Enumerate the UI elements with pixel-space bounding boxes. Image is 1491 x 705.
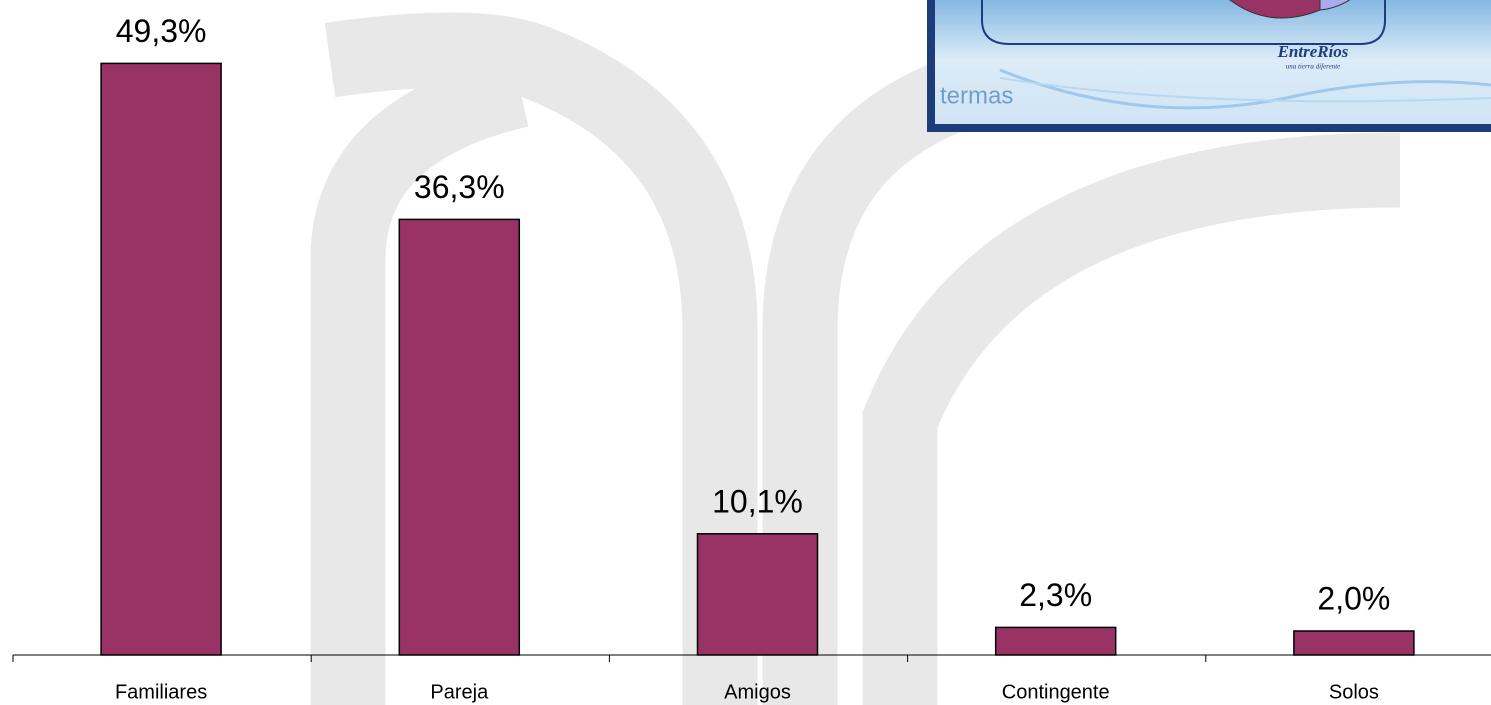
bar [696, 533, 819, 656]
bar [1293, 630, 1415, 656]
value-label: 49,3% [116, 13, 207, 49]
plot: Familiares 49,3% Pareja 36,3% Amigos 10,1% Con… [12, 13, 1415, 703]
value-label: 2,0% [1317, 580, 1390, 616]
value-label: 10,1% [712, 483, 803, 519]
value-label: 36,3% [414, 169, 505, 205]
x-tick-label: Familiares [115, 681, 207, 703]
bar [100, 62, 222, 656]
x-tick-label: Pareja [430, 681, 489, 703]
bar [994, 626, 1117, 656]
x-tick-label: Contingente [1002, 681, 1110, 703]
bar [398, 218, 521, 656]
value-label: 2,3% [1019, 577, 1092, 613]
x-tick-label: Solos [1329, 681, 1379, 703]
x-tick-label: Amigos [724, 681, 791, 703]
logo-brand: EntreRíos [1277, 42, 1349, 61]
logo-panel: EntreRíos una tierra diferente termas [927, 0, 1491, 132]
watermark [310, 12, 1401, 705]
logo-word: termas [940, 82, 1013, 109]
logo-tagline: una tierra diferente [1286, 63, 1341, 71]
